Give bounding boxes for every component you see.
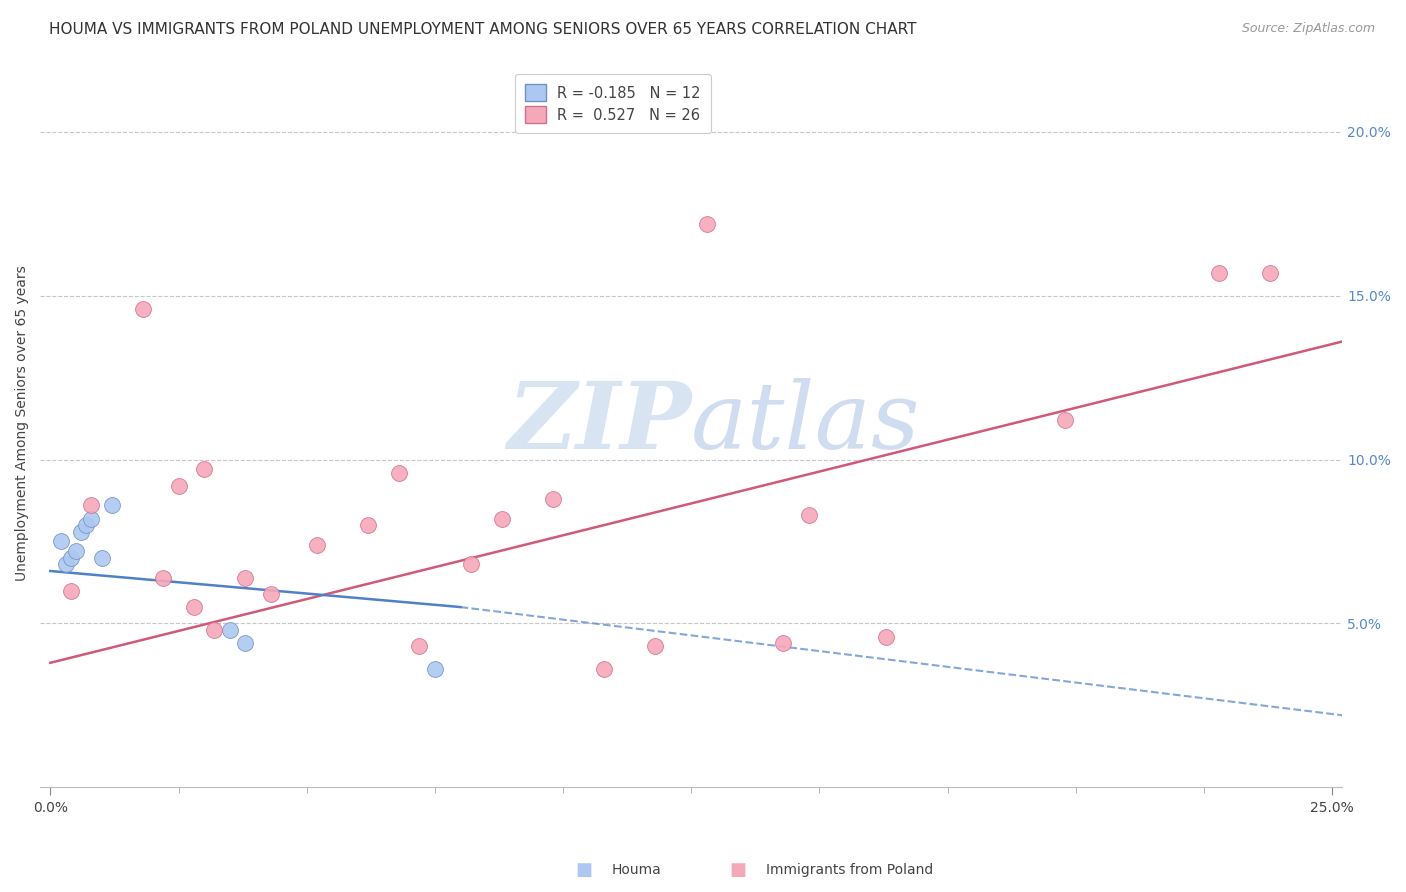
Point [80,511,103,525]
Point [1260,266,1282,280]
Point [59,550,82,565]
Text: Source: ZipAtlas.com: Source: ZipAtlas.com [1241,22,1375,36]
Point [408,640,430,654]
Point [65,544,87,558]
Point [90,550,112,565]
Point [875,630,897,644]
Point [218,623,240,637]
Y-axis label: Unemployment Among Seniors over 65 years: Unemployment Among Seniors over 65 years [15,266,30,582]
Point [491,511,513,525]
Point [55,558,77,572]
Point [80,499,103,513]
Text: ■: ■ [730,861,747,879]
Point [75,518,97,533]
Text: ■: ■ [575,861,592,879]
Point [233,636,256,650]
Text: Houma: Houma [612,863,661,877]
Point [357,518,380,533]
Legend: R = -0.185   N = 12, R =  0.527   N = 26: R = -0.185 N = 12, R = 0.527 N = 26 [515,74,711,134]
Point [260,587,283,601]
Point [70,524,93,539]
Point [183,600,205,615]
Point [131,301,153,316]
Point [1208,266,1230,280]
Point [305,538,328,552]
Point [204,623,226,637]
Point [696,217,718,231]
Point [541,491,564,506]
Point [167,479,190,493]
Point [593,662,616,676]
Point [49,534,72,549]
Point [59,583,82,598]
Text: Immigrants from Poland: Immigrants from Poland [766,863,934,877]
Text: HOUMA VS IMMIGRANTS FROM POLAND UNEMPLOYMENT AMONG SENIORS OVER 65 YEARS CORRELA: HOUMA VS IMMIGRANTS FROM POLAND UNEMPLOY… [49,22,917,37]
Point [233,570,256,584]
Text: ZIP: ZIP [508,378,692,468]
Point [423,662,446,676]
Point [388,466,411,480]
Point [1054,413,1077,427]
Point [644,640,666,654]
Point [797,508,820,523]
Point [152,570,174,584]
Point [101,499,124,513]
Text: atlas: atlas [692,378,921,468]
Point [772,636,794,650]
Point [193,462,215,476]
Point [460,558,482,572]
